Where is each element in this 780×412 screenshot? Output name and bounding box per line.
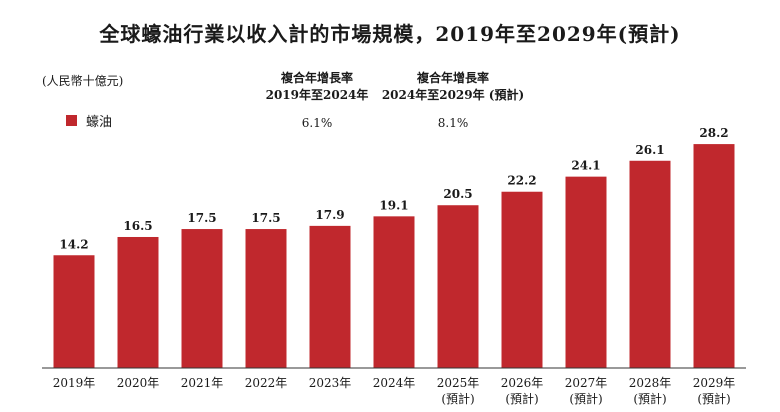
bar-value-label: 22.2 [507,174,536,188]
cagr-header-line1: 複合年增長率 [416,71,489,85]
x-tick-sublabel: (預計) [633,391,666,406]
unit-label: (人民幣十億元) [42,74,124,88]
bar [373,216,415,368]
bar-value-label: 17.9 [315,208,344,222]
bar [53,255,95,368]
x-tick-label: 2026年 [501,376,544,390]
cagr-value: 8.1% [437,116,469,130]
cagr-header-line2: 2019年至2024年 [265,88,369,102]
x-tick-label: 2024年 [373,376,416,390]
chart-title: 全球蠔油行業以收入計的市場規模，2019年至2029年(預計) [99,22,681,46]
cagr-block-2024-2029: 複合年增長率 2024年至2029年 (預計) 8.1% [368,70,538,132]
x-tick-label: 2025年 [437,376,480,390]
bar [437,205,479,368]
bar [693,144,735,368]
cagr-block-2019-2024: 複合年增長率 2019年至2024年 6.1% [232,70,402,132]
bar-value-label: 16.5 [123,219,152,233]
bar-value-label: 19.1 [379,198,408,212]
bar [245,229,287,368]
x-tick-label: 2020年 [117,376,160,390]
bar [565,176,607,368]
bar [309,225,351,368]
bar [629,160,671,368]
legend-label: 蠔油 [86,115,113,130]
x-tick-label: 2021年 [181,376,224,390]
legend-swatch [66,115,77,126]
bar-value-label: 14.2 [59,237,88,251]
bar-value-label: 26.1 [635,143,664,157]
x-tick-sublabel: (預計) [441,391,474,406]
bar-value-label: 17.5 [187,211,216,225]
x-tick-label: 2022年 [245,376,288,390]
x-tick-sublabel: (預計) [569,391,602,406]
bar-value-label: 28.2 [699,126,728,140]
x-tick-label: 2028年 [629,376,672,390]
x-tick-sublabel: (預計) [505,391,538,406]
x-tick-label: 2019年 [53,376,96,390]
cagr-header-line2: 2024年至2029年 (預計) [381,88,525,102]
x-tick-sublabel: (預計) [697,391,730,406]
cagr-header-line1: 複合年增長率 [280,71,353,85]
cagr-value: 6.1% [301,116,333,130]
bar-value-label: 17.5 [251,211,280,225]
x-tick-label: 2027年 [565,376,608,390]
bar [117,236,159,368]
x-tick-label: 2023年 [309,376,352,390]
legend: 蠔油 [66,111,112,130]
bar-value-label: 24.1 [571,159,600,173]
bar [181,229,223,368]
bar-value-label: 20.5 [443,187,472,201]
bar [501,191,543,368]
x-tick-label: 2029年 [693,376,736,390]
